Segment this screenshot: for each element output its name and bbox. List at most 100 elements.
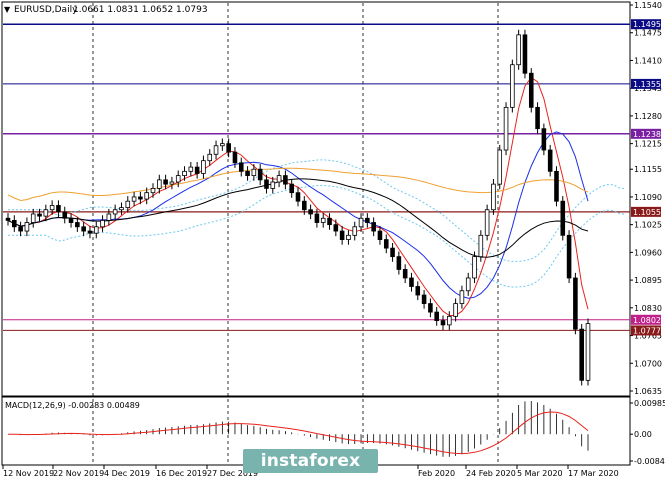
bull-candle bbox=[150, 188, 156, 194]
date-tick-label: 22 Nov 2019 bbox=[53, 469, 104, 478]
date-tick-label: 24 Feb 2020 bbox=[466, 469, 516, 478]
bear-candle bbox=[390, 247, 395, 258]
bear-candle bbox=[56, 205, 61, 213]
price-label-box bbox=[631, 325, 661, 336]
symbol-label: EURUSD,Daily bbox=[14, 5, 78, 15]
bear-candle bbox=[421, 294, 427, 304]
macd-axis: 0.00985 0.00 -0.00846 bbox=[630, 399, 665, 466]
bear-candle bbox=[440, 320, 446, 326]
price-label-box bbox=[631, 78, 661, 89]
ohlc-values: 1.0661 1.0831 1.0652 1.0793 bbox=[73, 5, 208, 15]
price-label-box bbox=[631, 19, 661, 30]
bear-candle bbox=[415, 286, 421, 296]
price-tick-label: 1.1540 bbox=[634, 1, 662, 10]
bull-candle bbox=[459, 290, 465, 304]
bull-candle bbox=[100, 219, 105, 228]
price-tick-label: 1.1215 bbox=[634, 140, 662, 149]
bear-candle bbox=[573, 277, 578, 330]
bull-candle bbox=[478, 234, 484, 258]
macd-signal-line bbox=[7, 411, 589, 455]
bull-candle bbox=[491, 183, 496, 211]
price-label-box bbox=[631, 206, 661, 217]
bull-candle bbox=[157, 179, 162, 189]
price-label-box bbox=[631, 314, 661, 325]
price-label-text: 1.1238 bbox=[633, 130, 661, 139]
macd-indicator bbox=[7, 400, 589, 457]
bear-candle bbox=[138, 196, 143, 200]
price-tick-label: 1.1090 bbox=[634, 193, 662, 202]
bull-candle bbox=[125, 200, 131, 208]
bull-candle bbox=[106, 213, 112, 221]
bear-candle bbox=[377, 230, 383, 240]
bull-candle bbox=[213, 145, 219, 155]
bull-candle bbox=[503, 106, 509, 151]
bull-candle bbox=[447, 315, 452, 326]
bull-candle bbox=[93, 226, 99, 234]
bull-candle bbox=[30, 213, 36, 223]
bear-candle bbox=[409, 277, 414, 287]
bull-candle bbox=[472, 256, 477, 279]
bull-candle bbox=[220, 143, 225, 147]
bear-candle bbox=[62, 211, 68, 219]
bull-candle bbox=[144, 192, 149, 200]
bear-candle bbox=[264, 179, 269, 189]
price-label-box bbox=[631, 128, 661, 139]
bull-candle bbox=[49, 205, 55, 211]
mid-ma-line bbox=[7, 131, 589, 299]
bear-candle bbox=[75, 222, 80, 228]
bear-candle bbox=[295, 192, 301, 202]
macd-label: MACD(12,26,9) -0.00283 0.00489 bbox=[5, 401, 140, 410]
date-tick-label: 17 Mar 2020 bbox=[568, 469, 619, 478]
grid bbox=[92, 3, 499, 465]
collapse-arrow-icon[interactable]: ▼ bbox=[4, 5, 11, 14]
price-label-text: 1.0777 bbox=[633, 326, 661, 335]
cloud-upper-line bbox=[8, 159, 626, 262]
bear-candle bbox=[87, 230, 93, 234]
bear-candle bbox=[308, 209, 313, 215]
main-chart-frame bbox=[1, 1, 631, 397]
price-tick-label: 1.0635 bbox=[634, 387, 662, 396]
bear-candle bbox=[163, 179, 168, 185]
bull-candle bbox=[453, 303, 458, 317]
date-tick-label: 27 Dec 2019 bbox=[207, 469, 258, 478]
bear-candle bbox=[283, 175, 288, 185]
watermark-logo: instaforex bbox=[243, 449, 378, 473]
bull-candle bbox=[510, 64, 515, 108]
bull-candle bbox=[320, 217, 326, 223]
price-label-text: 1.1355 bbox=[633, 80, 661, 89]
bear-candle bbox=[339, 230, 345, 240]
bull-candle bbox=[484, 209, 490, 236]
bear-candle bbox=[365, 217, 370, 223]
bear-candle bbox=[81, 226, 86, 232]
bull-candle bbox=[358, 217, 364, 228]
bear-candle bbox=[37, 213, 42, 217]
bull-candle bbox=[112, 209, 118, 215]
macd-tick-label: 0.00985 bbox=[634, 399, 665, 408]
bear-candle bbox=[289, 183, 294, 194]
bull-candle bbox=[169, 181, 175, 185]
price-tick-label: 1.1475 bbox=[634, 29, 662, 38]
price-tick-label: 1.0830 bbox=[634, 304, 662, 313]
bear-candle bbox=[257, 168, 263, 181]
price-tick-label: 1.1155 bbox=[634, 165, 662, 174]
bear-candle bbox=[396, 256, 402, 270]
ichimoku-cloud bbox=[8, 159, 626, 288]
price-tick-label: 1.0765 bbox=[634, 332, 662, 341]
bear-candle bbox=[371, 222, 376, 232]
price-tick-label: 1.1280 bbox=[634, 112, 662, 121]
macd-tick-label: -0.00846 bbox=[634, 457, 665, 466]
bear-candle bbox=[535, 106, 540, 130]
cloud-lower-line bbox=[8, 184, 626, 288]
bear-candle bbox=[232, 151, 238, 164]
bear-candle bbox=[245, 170, 250, 177]
bull-candle bbox=[182, 170, 187, 177]
bear-candle bbox=[68, 217, 74, 223]
bull-candle bbox=[43, 209, 49, 217]
bull-candle bbox=[251, 168, 257, 177]
price-tick-label: 1.1410 bbox=[634, 56, 662, 65]
bull-candle bbox=[585, 323, 591, 381]
bull-candle bbox=[201, 160, 206, 174]
